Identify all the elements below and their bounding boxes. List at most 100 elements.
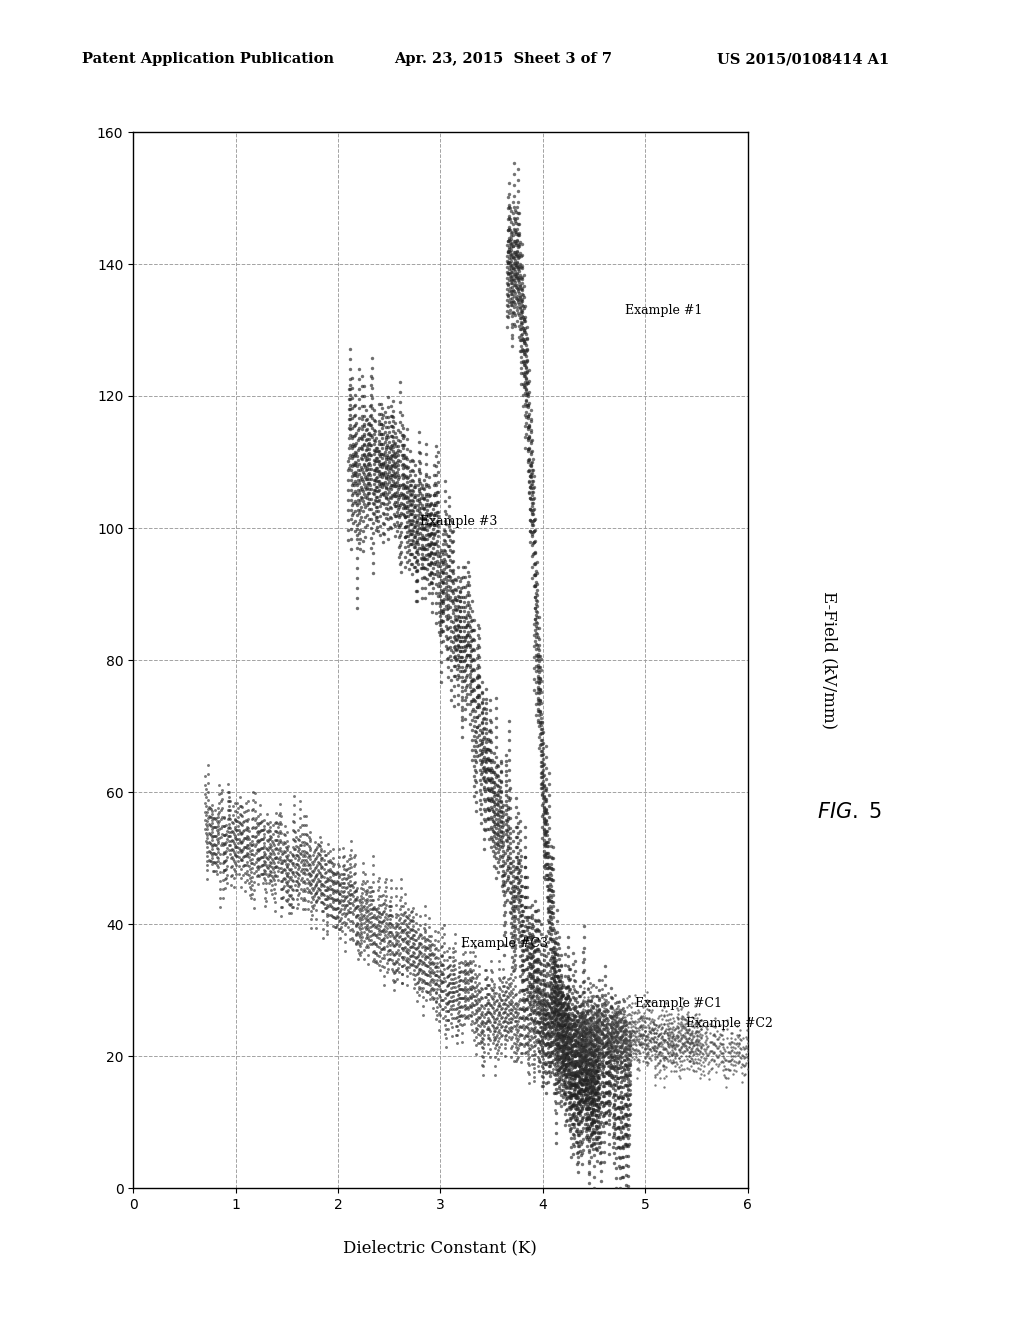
Point [229, 793, 246, 814]
Point [281, 879, 297, 900]
Point [362, 886, 379, 907]
Point [606, 1055, 623, 1076]
Point [560, 1003, 577, 1024]
Point [486, 776, 503, 797]
Point [540, 887, 556, 908]
Point [579, 1019, 595, 1040]
Point [527, 609, 544, 630]
Point [599, 1019, 615, 1040]
Point [610, 1067, 627, 1088]
Point [590, 1027, 606, 1048]
Point [553, 1044, 569, 1065]
Point [585, 1098, 601, 1119]
Point [634, 1036, 650, 1057]
Point [407, 942, 423, 964]
Point [555, 1053, 571, 1074]
Point [535, 804, 551, 825]
Point [523, 1035, 540, 1056]
Point [611, 1020, 628, 1041]
Point [391, 899, 408, 920]
Point [572, 1085, 589, 1106]
Point [620, 997, 636, 1018]
Point [535, 1045, 551, 1067]
Point [225, 850, 242, 871]
Point [214, 853, 230, 874]
Point [486, 836, 503, 857]
Point [514, 964, 530, 985]
Point [391, 536, 408, 557]
Point [585, 1098, 601, 1119]
Point [505, 235, 521, 256]
Point [498, 820, 514, 841]
Point [482, 977, 499, 998]
Point [553, 1027, 569, 1048]
Point [565, 1065, 582, 1086]
Point [415, 952, 431, 973]
Point [476, 1051, 493, 1072]
Point [532, 973, 549, 994]
Point [556, 1010, 572, 1031]
Point [539, 1022, 555, 1043]
Point [597, 1044, 613, 1065]
Point [601, 1081, 617, 1102]
Point [537, 818, 553, 840]
Point [542, 1027, 558, 1048]
Point [636, 1039, 652, 1060]
Point [590, 1003, 606, 1024]
Point [529, 711, 546, 733]
Point [594, 1039, 610, 1060]
Point [500, 251, 516, 272]
Point [240, 817, 256, 838]
Point [554, 1015, 570, 1036]
Point [476, 776, 493, 797]
Point [466, 1003, 482, 1024]
Point [326, 916, 342, 937]
Point [564, 1084, 581, 1105]
Point [503, 259, 519, 280]
Point [733, 1030, 750, 1051]
Point [332, 892, 348, 913]
Point [714, 1024, 730, 1045]
Point [294, 814, 310, 836]
Point [487, 1047, 504, 1068]
Point [569, 1074, 586, 1096]
Point [252, 838, 268, 859]
Point [682, 1024, 698, 1045]
Point [502, 1020, 518, 1041]
Point [518, 927, 535, 948]
Point [591, 1005, 607, 1026]
Point [528, 995, 545, 1016]
Point [236, 801, 252, 822]
Point [504, 222, 520, 243]
Point [396, 909, 413, 931]
Point [436, 924, 453, 945]
Point [592, 1044, 608, 1065]
Point [666, 1060, 682, 1081]
Point [728, 1051, 744, 1072]
Point [510, 1038, 526, 1059]
Point [528, 622, 545, 643]
Point [344, 368, 360, 389]
Point [518, 1006, 535, 1027]
Point [534, 741, 550, 762]
Point [553, 1047, 569, 1068]
Point [464, 601, 480, 622]
Point [549, 1035, 565, 1056]
Point [343, 539, 359, 560]
Point [412, 441, 428, 462]
Point [651, 1035, 668, 1056]
Point [214, 879, 230, 900]
Point [417, 937, 433, 958]
Point [346, 395, 362, 416]
Point [539, 1024, 555, 1045]
Point [266, 838, 283, 859]
Point [427, 974, 443, 995]
Point [546, 1012, 562, 1034]
Point [680, 1005, 696, 1026]
Point [548, 1020, 564, 1041]
Point [347, 916, 364, 937]
Point [475, 698, 492, 719]
Point [611, 1097, 628, 1118]
Point [577, 978, 593, 999]
Point [658, 1022, 675, 1043]
